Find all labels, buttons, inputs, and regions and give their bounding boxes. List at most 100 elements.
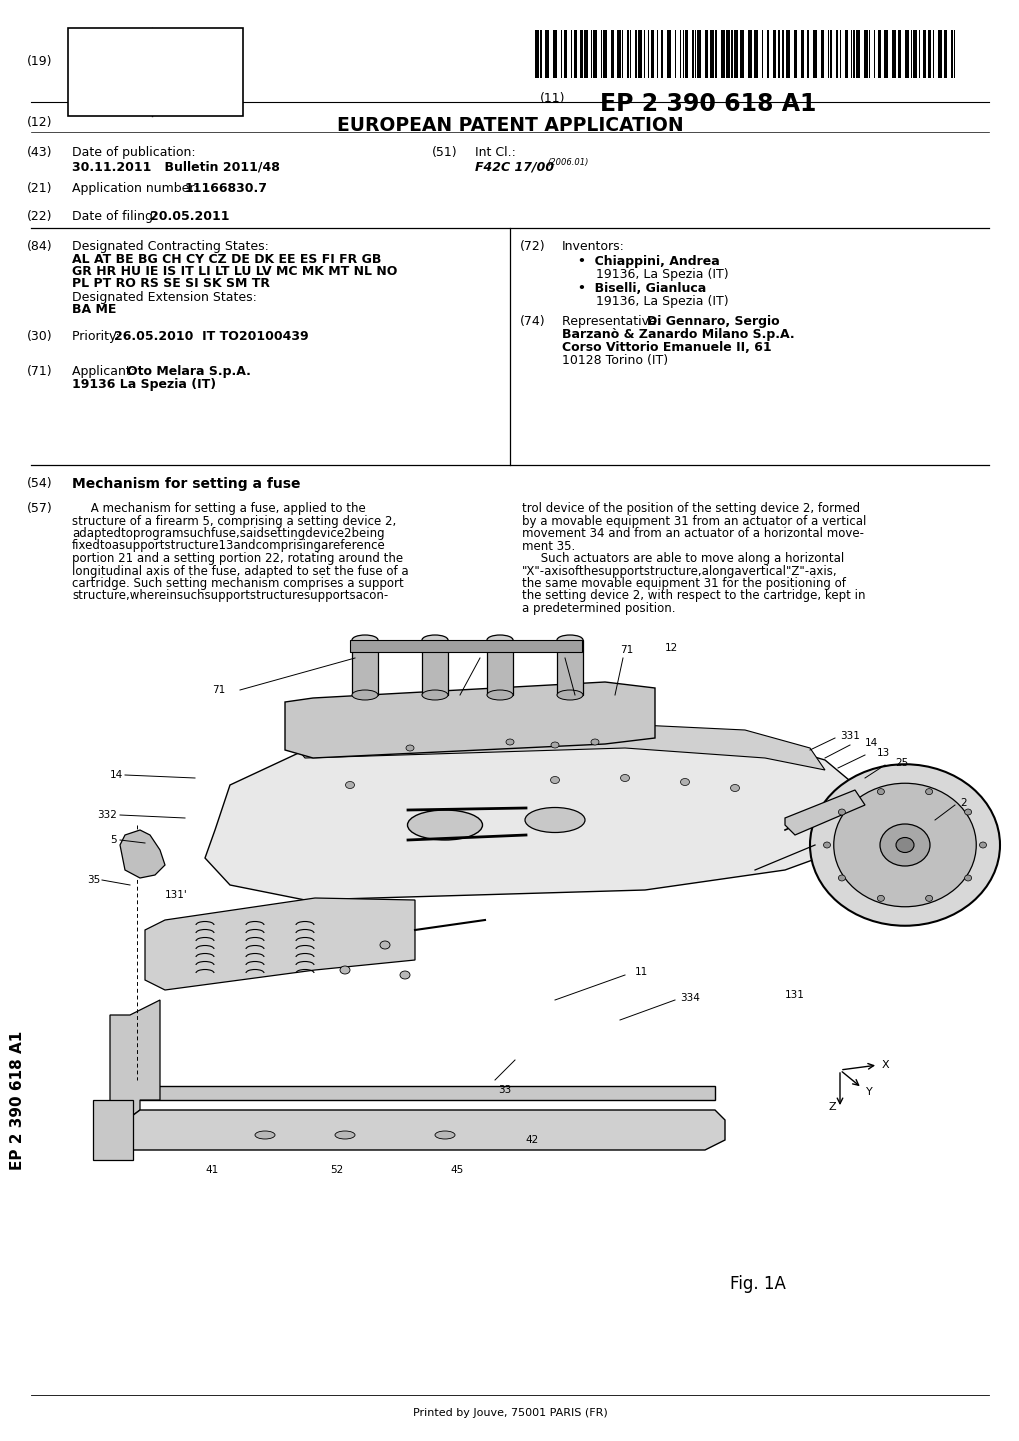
Text: Patentamt: Patentamt (157, 46, 202, 55)
Text: 41: 41 (205, 1164, 218, 1174)
Text: (74): (74) (520, 316, 545, 329)
Text: 10128 Torino (IT): 10128 Torino (IT) (561, 354, 667, 367)
Ellipse shape (380, 941, 389, 950)
Bar (535, 30, 538, 78)
Polygon shape (95, 1000, 160, 1125)
Bar (852, 30, 854, 78)
Ellipse shape (406, 745, 414, 751)
Text: (72): (72) (520, 241, 545, 254)
Text: 334: 334 (680, 993, 699, 1003)
Bar (844, 30, 847, 78)
Bar (806, 30, 808, 78)
Bar (927, 30, 930, 78)
Ellipse shape (434, 1131, 454, 1138)
Bar (943, 30, 946, 78)
Text: 2: 2 (959, 798, 966, 808)
Text: EUROPEAN PATENT APPLICATION: EUROPEAN PATENT APPLICATION (336, 115, 683, 135)
Text: 20.05.2011: 20.05.2011 (150, 210, 229, 223)
Text: Date of publication:: Date of publication: (72, 146, 196, 159)
Bar (782, 30, 784, 78)
Bar (820, 30, 823, 78)
Bar (552, 30, 556, 78)
Bar (950, 30, 952, 78)
Bar (574, 30, 577, 78)
Polygon shape (95, 1110, 725, 1150)
Bar (93, 1099, 132, 1160)
Text: the setting device 2, with respect to the cartridge, kept in: the setting device 2, with respect to th… (522, 589, 865, 602)
Text: trol device of the position of the setting device 2, formed: trol device of the position of the setti… (522, 501, 859, 514)
Ellipse shape (525, 807, 585, 833)
Text: GR HR HU IE IS IT LI LT LU LV MC MK MT NL NO: GR HR HU IE IS IT LI LT LU LV MC MK MT N… (72, 265, 397, 278)
Text: 131: 131 (785, 990, 804, 1000)
Ellipse shape (876, 788, 883, 794)
Text: portion 21 and a setting portion 22, rotating around the: portion 21 and a setting portion 22, rot… (72, 552, 403, 565)
Ellipse shape (838, 875, 845, 880)
Text: des brevets: des brevets (157, 107, 208, 115)
Text: (30): (30) (26, 330, 53, 343)
Ellipse shape (352, 635, 378, 646)
Text: 19136, La Spezia (IT): 19136, La Spezia (IT) (595, 268, 728, 281)
Bar (836, 30, 838, 78)
Text: Mechanism for setting a fuse: Mechanism for setting a fuse (72, 477, 301, 491)
Text: structure,whereinsuchsupportstructuresupportsacon-: structure,whereinsuchsupportstructuresup… (72, 589, 388, 602)
Ellipse shape (809, 764, 999, 925)
Bar (734, 30, 738, 78)
Text: longitudinal axis of the fuse, adapted to set the fuse of a: longitudinal axis of the fuse, adapted t… (72, 565, 409, 578)
Ellipse shape (924, 895, 931, 902)
Bar (912, 30, 916, 78)
Ellipse shape (505, 739, 514, 745)
Text: (12): (12) (26, 115, 52, 130)
Ellipse shape (422, 690, 447, 700)
Bar (704, 30, 707, 78)
Bar (753, 30, 757, 78)
Text: (19): (19) (26, 55, 52, 68)
Bar (635, 30, 637, 78)
Ellipse shape (556, 635, 583, 646)
Text: (21): (21) (26, 182, 52, 195)
Ellipse shape (730, 784, 739, 791)
Bar (766, 30, 768, 78)
Text: Date of filing:: Date of filing: (72, 210, 157, 223)
Bar (937, 30, 942, 78)
Ellipse shape (114, 66, 122, 76)
Text: 19136, La Spezia (IT): 19136, La Spezia (IT) (595, 295, 728, 308)
Bar (564, 30, 567, 78)
Bar (800, 30, 803, 78)
Text: EP 2 390 618 A1: EP 2 390 618 A1 (599, 92, 815, 115)
Text: 71: 71 (212, 684, 225, 695)
Polygon shape (289, 725, 824, 769)
Ellipse shape (964, 808, 971, 816)
Text: (2006.01): (2006.01) (546, 159, 588, 167)
Text: BA ME: BA ME (72, 303, 116, 316)
Text: Designated Contracting States:: Designated Contracting States: (72, 241, 269, 254)
Ellipse shape (822, 842, 829, 847)
Bar (747, 30, 751, 78)
Text: 71: 71 (620, 646, 633, 656)
Text: structure of a firearm 5, comprising a setting device 2,: structure of a firearm 5, comprising a s… (72, 514, 395, 527)
Ellipse shape (556, 690, 583, 700)
Bar (877, 30, 880, 78)
Text: 332: 332 (97, 810, 117, 820)
Bar (352, 640, 378, 695)
Text: 11166830.7: 11166830.7 (184, 182, 268, 195)
Ellipse shape (352, 690, 378, 700)
Text: Di Gennaro, Sergio: Di Gennaro, Sergio (646, 316, 779, 329)
Text: 19136 La Spezia (IT): 19136 La Spezia (IT) (72, 378, 216, 391)
Bar (829, 30, 832, 78)
Bar (539, 30, 541, 78)
Text: 52: 52 (330, 1164, 343, 1174)
Text: Applicant:: Applicant: (72, 365, 139, 378)
Text: Fig. 1A: Fig. 1A (730, 1275, 785, 1293)
Bar (68, 27, 243, 115)
Bar (897, 30, 900, 78)
Bar (556, 640, 583, 695)
Bar (602, 30, 606, 78)
Text: 30.11.2011   Bulletin 2011/48: 30.11.2011 Bulletin 2011/48 (72, 160, 279, 173)
Text: adaptedtoprogramsuchfuse,saidsettingdevice2being: adaptedtoprogramsuchfuse,saidsettingdevi… (72, 527, 384, 540)
Bar (793, 30, 796, 78)
Ellipse shape (978, 842, 985, 847)
Text: 12: 12 (664, 643, 678, 653)
Text: (84): (84) (26, 241, 53, 254)
Ellipse shape (833, 784, 975, 906)
Bar (691, 30, 693, 78)
